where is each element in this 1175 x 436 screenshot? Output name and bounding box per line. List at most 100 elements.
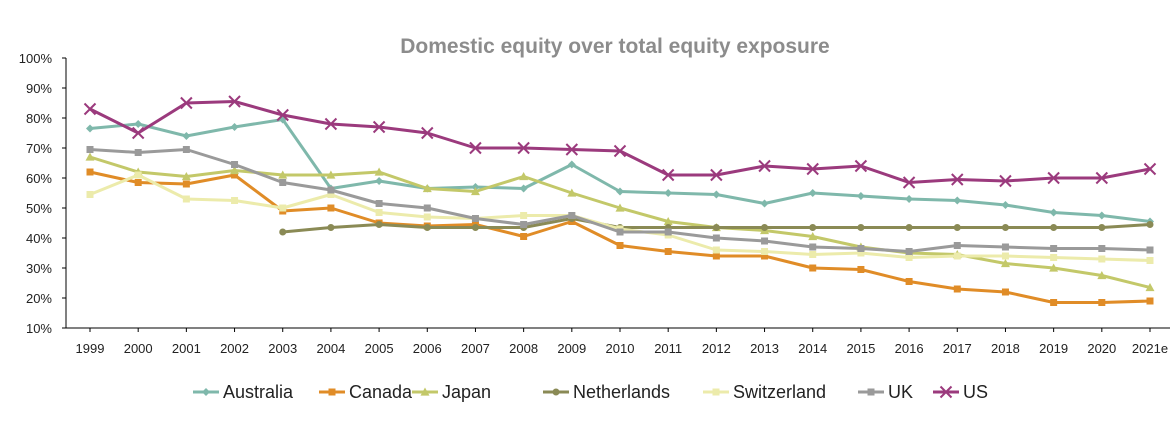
data-point xyxy=(664,228,672,236)
series-japan xyxy=(85,152,1155,292)
data-point xyxy=(857,266,865,273)
data-point xyxy=(953,196,962,205)
legend-label: Australia xyxy=(223,382,294,402)
data-point xyxy=(808,189,817,197)
data-point xyxy=(1095,171,1109,185)
data-point xyxy=(231,197,239,204)
data-point xyxy=(663,217,673,226)
x-tick-label: 2021e xyxy=(1132,341,1168,356)
x-tick-label: 2011 xyxy=(654,341,682,356)
y-tick-label: 60% xyxy=(26,171,52,186)
data-point xyxy=(181,172,191,181)
data-point xyxy=(616,187,624,196)
legend-label: Canada xyxy=(349,382,413,402)
data-point xyxy=(86,191,94,198)
legend-item-canada: Canada xyxy=(319,382,413,402)
data-point xyxy=(664,248,672,255)
data-point xyxy=(231,161,239,168)
data-point xyxy=(1098,299,1106,306)
data-point xyxy=(1097,271,1107,280)
legend-item-us: US xyxy=(933,382,988,402)
data-point xyxy=(902,176,916,189)
x-axis: 1999 2000 2001 2002 2003 2004 2005 2006 2007 2008… xyxy=(76,328,1168,356)
data-point xyxy=(1001,201,1010,209)
data-point xyxy=(808,232,818,241)
data-point xyxy=(857,249,865,257)
legend-swatch-marker xyxy=(420,387,430,396)
x-tick-label: 2004 xyxy=(316,341,345,356)
data-point xyxy=(279,228,287,236)
legend: Australia Canada Japan Netherlands Switzerla… xyxy=(193,382,988,402)
data-point xyxy=(951,173,964,186)
series-layer xyxy=(83,95,1157,306)
x-tick-label: 2018 xyxy=(991,341,1020,356)
x-tick-label: 2015 xyxy=(846,341,875,356)
series-netherlands xyxy=(279,215,1154,236)
x-tick-label: 2006 xyxy=(413,341,442,356)
x-tick-label: 2010 xyxy=(606,341,635,356)
x-tick-label: 2017 xyxy=(943,341,972,356)
data-point xyxy=(423,224,431,231)
x-tick-label: 2003 xyxy=(268,341,297,356)
data-point xyxy=(761,252,769,260)
legend-label: Japan xyxy=(442,382,491,402)
data-point xyxy=(1050,224,1058,231)
data-point xyxy=(375,200,383,207)
data-point xyxy=(520,212,528,219)
data-point xyxy=(423,204,431,212)
data-point xyxy=(712,252,720,260)
data-point xyxy=(1145,283,1155,292)
legend-swatch-marker xyxy=(328,388,336,396)
data-point xyxy=(712,246,720,254)
data-point xyxy=(1001,243,1009,251)
legend-label: Netherlands xyxy=(573,382,670,402)
legend-swatch-marker xyxy=(712,388,720,396)
x-tick-label: 2007 xyxy=(461,341,490,356)
data-point xyxy=(1146,246,1154,254)
y-axis: 10% 20% 30% 40% 50% 60% 70% 80% 90% 100% xyxy=(19,51,66,336)
x-tick-label: 2013 xyxy=(750,341,779,356)
data-point xyxy=(131,126,145,140)
data-point xyxy=(1098,224,1106,231)
y-tick-label: 100% xyxy=(19,51,53,66)
data-point xyxy=(857,224,865,231)
data-point xyxy=(809,251,817,258)
data-point xyxy=(1050,254,1058,261)
data-point xyxy=(567,160,576,169)
data-point xyxy=(374,167,384,176)
data-point xyxy=(86,124,94,133)
data-point xyxy=(517,141,530,155)
data-point xyxy=(182,146,190,153)
data-point xyxy=(1098,255,1106,263)
data-point xyxy=(423,213,431,221)
x-tick-label: 2005 xyxy=(365,341,394,356)
data-point xyxy=(809,264,817,272)
data-point xyxy=(327,224,335,231)
y-tick-label: 80% xyxy=(26,111,52,126)
data-point xyxy=(134,149,142,156)
x-tick-label: 2000 xyxy=(124,341,153,356)
x-tick-label: 2001 xyxy=(172,341,201,356)
data-point xyxy=(1001,224,1009,231)
data-point xyxy=(1097,211,1106,220)
y-tick-label: 20% xyxy=(26,291,52,306)
data-point xyxy=(905,248,913,255)
data-point xyxy=(182,195,190,203)
data-point xyxy=(86,146,94,153)
legend-item-uk: UK xyxy=(858,382,913,402)
data-point xyxy=(469,141,482,155)
data-point xyxy=(86,168,94,176)
series-us xyxy=(83,95,1157,189)
data-point xyxy=(1146,297,1154,305)
data-point xyxy=(134,179,142,186)
data-point xyxy=(710,168,723,182)
data-point xyxy=(565,143,579,156)
data-point xyxy=(1049,263,1059,272)
data-point xyxy=(276,108,289,122)
data-point xyxy=(568,212,576,219)
data-point xyxy=(324,117,338,131)
data-point xyxy=(567,188,577,197)
legend-item-japan: Japan xyxy=(412,382,491,402)
data-point xyxy=(758,159,771,173)
x-tick-label: 2008 xyxy=(509,341,538,356)
